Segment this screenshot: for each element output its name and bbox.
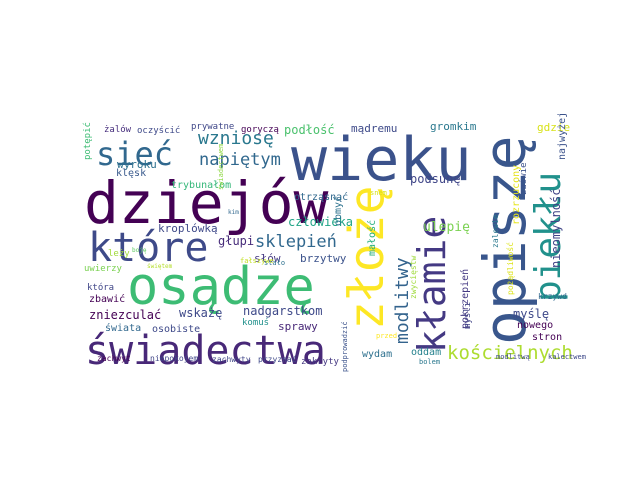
cloud-word: zbawić <box>89 293 125 305</box>
cloud-word: sklepień <box>255 232 337 252</box>
cloud-word: pokrzepień <box>459 269 471 329</box>
cloud-word: trybunałom <box>171 180 231 191</box>
cloud-word: podłość <box>284 123 335 137</box>
cloud-word: napiętym <box>199 150 281 170</box>
cloud-word: słów <box>254 252 281 265</box>
cloud-word: niepokojem <box>150 354 198 363</box>
cloud-word: opiszę <box>471 135 539 345</box>
cloud-word: zwycięstw <box>409 255 418 299</box>
cloud-word: modlitwą <box>496 353 530 361</box>
cloud-word: komuś <box>242 317 269 328</box>
cloud-word: rozrzucony <box>511 165 522 225</box>
cloud-word: przed <box>376 332 397 340</box>
cloud-word: leży <box>108 249 130 259</box>
cloud-word: bolem <box>419 358 440 366</box>
cloud-word: myśli <box>462 302 473 329</box>
cloud-word: najwyżej <box>557 112 568 160</box>
cloud-word: boję <box>132 247 147 254</box>
cloud-word: zaświe <box>518 162 529 195</box>
cloud-word: prywatne <box>191 122 234 132</box>
cloud-word: wieku <box>291 125 472 195</box>
cloud-word: klęsk <box>116 168 146 179</box>
cloud-word: uwierzy <box>84 264 123 274</box>
cloud-word: kłamie <box>410 216 454 353</box>
cloud-word: stron <box>532 332 562 343</box>
cloud-word: otrząsnąć <box>294 191 348 203</box>
cloud-word: złożę <box>339 186 395 331</box>
cloud-word: piekłu <box>528 172 569 302</box>
cloud-word: kalectwem <box>548 353 586 361</box>
cloud-word: osądzę <box>127 257 315 317</box>
cloud-word: obmyć <box>332 196 344 226</box>
cloud-word: która <box>87 282 114 293</box>
cloud-word: małość <box>366 220 378 256</box>
cloud-word: pożądliwość <box>505 242 515 295</box>
cloud-word: które <box>88 225 208 271</box>
cloud-word: kim <box>228 209 239 216</box>
cloud-word: snem <box>370 189 387 197</box>
cloud-word: świadectwem <box>217 144 225 190</box>
cloud-word: osobiste <box>152 324 200 335</box>
cloud-word: oddam <box>411 347 441 358</box>
cloud-word: głupi <box>218 234 254 248</box>
cloud-word: dziejów <box>84 169 329 237</box>
cloud-word: wyroku <box>117 158 157 171</box>
cloud-word: ulepię <box>423 220 470 235</box>
cloud-word: stało <box>264 259 285 267</box>
cloud-word: modlitwy <box>392 257 413 344</box>
cloud-word: krzywd <box>538 292 567 301</box>
cloud-word: kroplówką <box>158 222 218 235</box>
cloud-word: zniezculać <box>89 308 161 322</box>
cloud-word: kościelnych <box>447 342 573 364</box>
cloud-word: nadgarstkom <box>243 304 322 318</box>
cloud-word: świata <box>105 322 141 334</box>
cloud-word: oczyścić <box>137 125 180 136</box>
cloud-word: wydam <box>362 349 392 360</box>
cloud-word: wskażę <box>179 306 222 320</box>
cloud-word: człowieka <box>288 215 353 229</box>
cloud-word: potępić <box>82 122 93 160</box>
cloud-word: sieć <box>96 135 173 173</box>
cloud-word: zachwyt <box>97 354 131 363</box>
cloud-word: żalów <box>104 124 132 135</box>
cloud-word: zachwyty <box>212 355 251 364</box>
cloud-word: gdzie <box>537 121 570 134</box>
cloud-word: świętem <box>147 263 173 270</box>
cloud-word: wzniosę <box>198 128 274 149</box>
cloud-word: gromkim <box>430 120 477 133</box>
cloud-word: fałszywe <box>240 257 274 265</box>
cloud-word: nieomylność <box>549 189 563 268</box>
cloud-word: nowego <box>517 320 553 331</box>
cloud-word: goryczą <box>241 125 279 135</box>
cloud-word: świadectwa <box>85 328 326 374</box>
cloud-word: mądremu <box>351 122 397 135</box>
cloud-word: podprowadzić <box>341 321 349 372</box>
cloud-word: brzytwy <box>300 252 347 265</box>
cloud-word: przyznać <box>258 354 297 364</box>
cloud-word: podsunę <box>410 172 461 186</box>
cloud-word: sprawy <box>278 320 318 333</box>
cloud-word: myślę <box>513 307 549 321</box>
cloud-word: zalewie <box>491 214 500 248</box>
cloud-word: zakryty <box>301 357 340 367</box>
